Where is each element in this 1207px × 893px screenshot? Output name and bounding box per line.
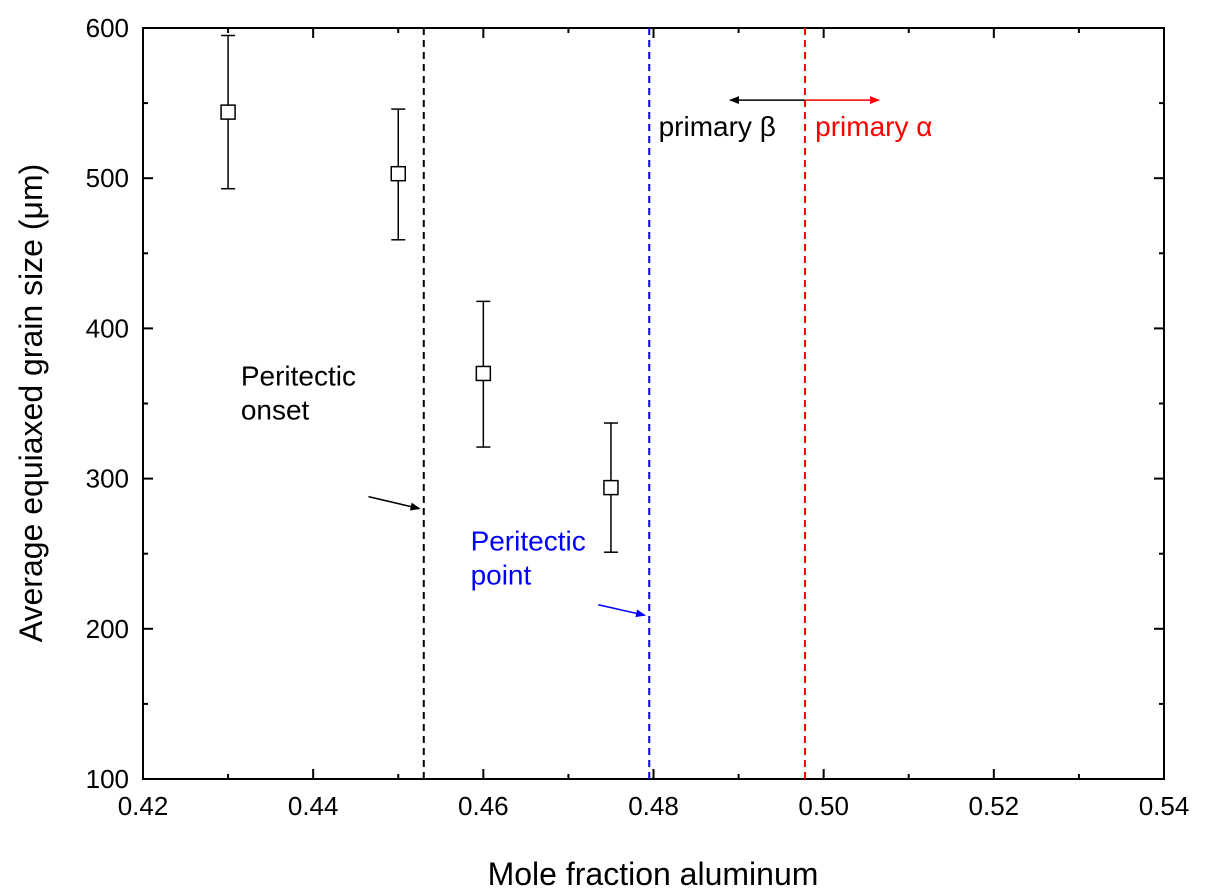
y-axis-title: Average equiaxed grain size (μm) (13, 164, 49, 643)
y-tick-label: 500 (86, 163, 129, 193)
x-tick-label: 0.54 (1139, 791, 1190, 821)
data-point (603, 422, 619, 553)
annotation-alpha: primary α (804, 96, 932, 142)
square-marker (390, 165, 406, 182)
x-axis-title: Mole fraction aluminum (488, 856, 819, 892)
y-tick-label: 400 (86, 313, 129, 343)
data-point (220, 34, 236, 190)
x-tick-labels: 0.42 0.44 0.46 0.48 0.50 0.52 0.54 (118, 791, 1190, 821)
vertical-lines (422, 28, 806, 779)
annotation-text: onset (241, 394, 310, 425)
annotation-text: Peritectic (471, 526, 586, 557)
y-tick-label: 300 (86, 464, 129, 494)
y-tick-label: 200 (86, 614, 129, 644)
x-tick-label: 0.44 (288, 791, 339, 821)
data-points (220, 34, 619, 553)
y-tick-label: 100 (86, 764, 129, 794)
x-tick-label: 0.52 (969, 791, 1020, 821)
y-tick-labels: 100 200 300 400 500 600 (86, 13, 129, 794)
square-marker (475, 365, 492, 382)
square-marker (603, 479, 619, 496)
x-tick-label: 0.48 (628, 791, 679, 821)
y-tick-label: 600 (86, 13, 129, 43)
x-tick-label: 0.42 (118, 791, 169, 821)
axis-ticks (142, 27, 1165, 780)
annotation-text: primary α (815, 111, 932, 142)
annotation-arrow (598, 604, 646, 618)
x-tick-label: 0.50 (798, 791, 849, 821)
annotation-text: point (471, 560, 532, 591)
annotation-beta: primary β (659, 96, 805, 142)
annotation-text: Peritectic (241, 360, 356, 391)
data-point (390, 108, 406, 241)
annotation-arrow (368, 495, 421, 511)
data-point (475, 300, 492, 448)
x-tick-label: 0.46 (458, 791, 509, 821)
square-marker (220, 104, 236, 120)
annotation-text: primary β (659, 111, 776, 142)
